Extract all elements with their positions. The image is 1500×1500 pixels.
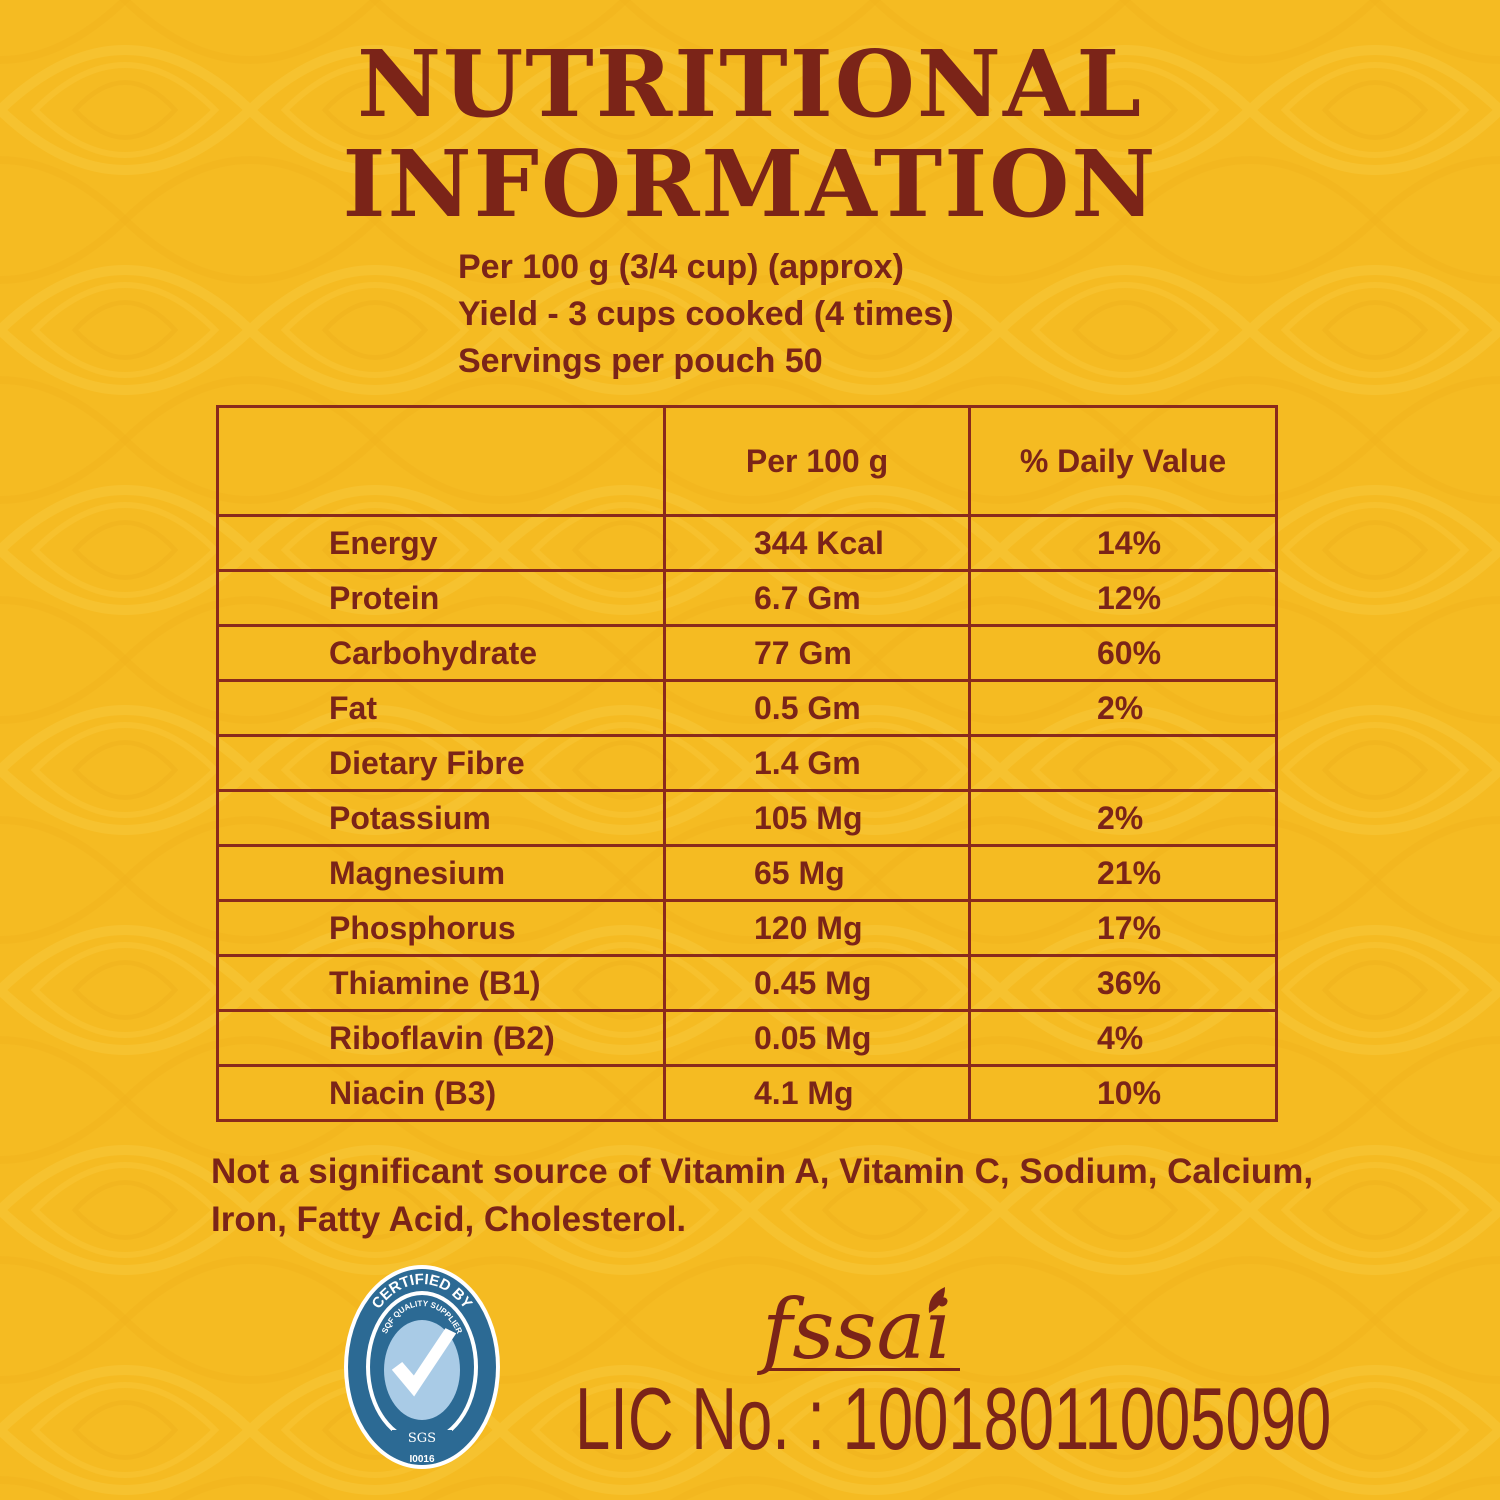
nutrition-table: Per 100 g % Daily Value Energy 344 Kcal … [216,405,1278,1122]
table-row: Potassium 105 Mg 2% [216,789,1278,847]
license-number: LIC No. : 10018011005090 [575,1369,1332,1468]
leaf-icon [928,1287,945,1313]
nutrient-name: Magnesium [216,844,666,902]
nutrient-amount: 65 Mg [663,844,971,902]
header-nutrient [216,405,666,517]
nutrient-name: Potassium [216,789,666,847]
fssai-underline [765,1368,960,1371]
nutrient-amount: 1.4 Gm [663,734,971,792]
nutrient-daily-value: 2% [968,679,1278,737]
nutrient-daily-value: 4% [968,1009,1278,1067]
nutrient-amount: 0.05 Mg [663,1009,971,1067]
table-row: Phosphorus 120 Mg 17% [216,899,1278,957]
sgs-label: SGS [408,1431,436,1446]
nutrient-amount: 77 Gm [663,624,971,682]
nutrient-name: Niacin (B3) [216,1064,666,1122]
nutrient-daily-value: 17% [968,899,1278,957]
sqf-certification-badge: CERTIFIED BY SQF QUALITY SUPPLIER SGS I0… [344,1265,500,1469]
serving-size: Per 100 g (3/4 cup) (approx) [458,248,904,286]
nutrient-name: Riboflavin (B2) [216,1009,666,1067]
nutrient-daily-value: 36% [968,954,1278,1012]
nutrient-daily-value: 2% [968,789,1278,847]
nutrient-daily-value: 14% [968,514,1278,572]
nutrient-name: Phosphorus [216,899,666,957]
nutrient-amount: 105 Mg [663,789,971,847]
sgs-code: I0016 [409,1454,434,1465]
table-row: Magnesium 65 Mg 21% [216,844,1278,902]
table-header-row: Per 100 g % Daily Value [216,405,1278,517]
nutrient-daily-value: 21% [968,844,1278,902]
nutrient-amount: 344 Kcal [663,514,971,572]
table-row: Protein 6.7 Gm 12% [216,569,1278,627]
nutrient-daily-value [968,734,1278,792]
table-row: Carbohydrate 77 Gm 60% [216,624,1278,682]
nutrient-name: Protein [216,569,666,627]
title-line-2: INFORMATION [342,130,1158,238]
nutrient-daily-value: 60% [968,624,1278,682]
table-row: Riboflavin (B2) 0.05 Mg 4% [216,1009,1278,1067]
nutrient-name: Dietary Fibre [216,734,666,792]
table-row: Niacin (B3) 4.1 Mg 10% [216,1064,1278,1122]
nutrient-amount: 120 Mg [663,899,971,957]
nutrient-amount: 0.45 Mg [663,954,971,1012]
nutrient-amount: 0.5 Gm [663,679,971,737]
nutrient-name: Carbohydrate [216,624,666,682]
checkmark-icon [391,1328,457,1397]
table-row: Fat 0.5 Gm 2% [216,679,1278,737]
table-row: Dietary Fibre 1.4 Gm [216,734,1278,792]
nutrient-name: Fat [216,679,666,737]
disclaimer-note: Not a significant source of Vitamin A, V… [211,1152,1314,1239]
nutrient-amount: 6.7 Gm [663,569,971,627]
nutrient-daily-value: 12% [968,569,1278,627]
header-daily-value: % Daily Value [968,405,1278,517]
servings-per-pouch: Servings per pouch 50 [458,342,823,380]
table-row: Energy 344 Kcal 14% [216,514,1278,572]
header-per-100g: Per 100 g [663,405,971,517]
nutrient-name: Thiamine (B1) [216,954,666,1012]
fssai-logo: fssai [762,1283,952,1378]
table-row: Thiamine (B1) 0.45 Mg 36% [216,954,1278,1012]
title-line-1: NUTRITIONAL [356,30,1144,138]
nutrient-amount: 4.1 Mg [663,1064,971,1122]
nutrient-name: Energy [216,514,666,572]
yield-text: Yield - 3 cups cooked (4 times) [458,295,954,333]
nutrient-daily-value: 10% [968,1064,1278,1122]
